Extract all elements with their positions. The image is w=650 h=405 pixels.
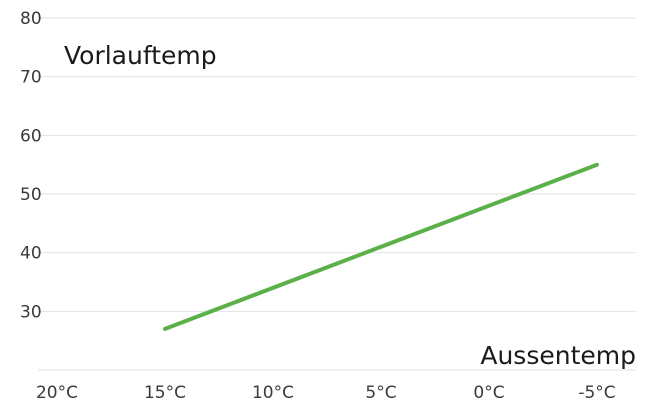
series-group [163, 162, 599, 331]
y-tick-label: 50 [20, 185, 42, 205]
x-tick-label: 5°C [365, 383, 396, 403]
x-tick-label: -5°C [578, 383, 615, 403]
y-tick-label: 80 [20, 9, 42, 29]
x-axis-ticks: 20°C 15°C 10°C 5°C 0°C -5°C [36, 383, 616, 403]
y-axis-ticks: 30 40 50 60 70 80 [20, 9, 42, 322]
series-line-0 [163, 162, 599, 331]
y-tick-label: 40 [20, 244, 42, 264]
y-tick-label: 30 [20, 302, 42, 322]
x-axis-title: Aussentemp [480, 341, 636, 370]
y-tick-label: 70 [20, 68, 42, 88]
gridlines [38, 17, 636, 371]
x-tick-label: 10°C [252, 383, 294, 403]
x-tick-label: 0°C [473, 383, 504, 403]
y-tick-label: 60 [20, 126, 42, 146]
x-tick-label: 20°C [36, 383, 78, 403]
y-axis-title: Vorlauftemp [64, 41, 217, 70]
x-tick-label: 15°C [144, 383, 186, 403]
